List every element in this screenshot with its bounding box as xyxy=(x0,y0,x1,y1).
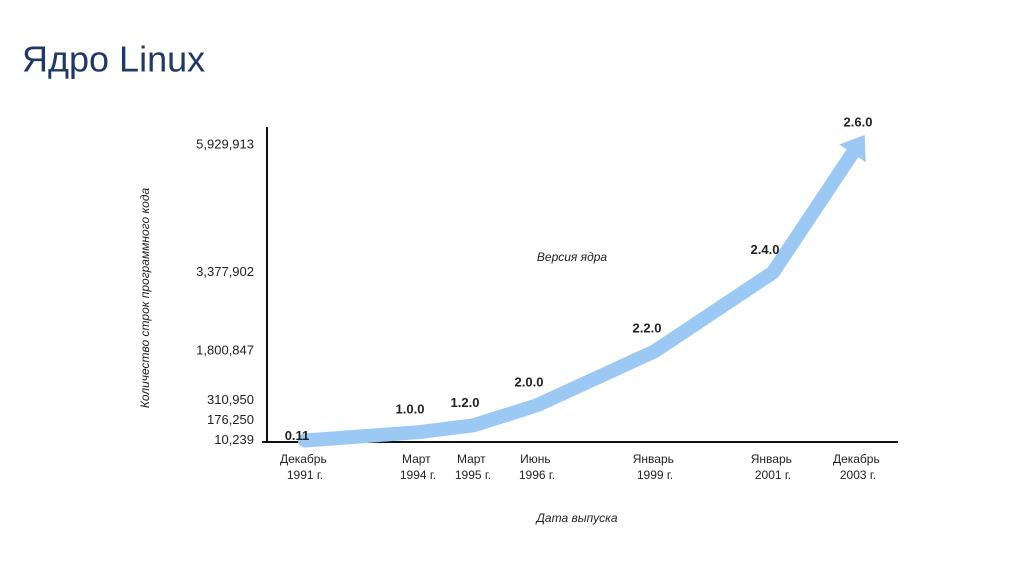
x-tick-label: Март 1994 г. xyxy=(400,452,436,482)
version-label: 2.6.0 xyxy=(844,114,873,129)
y-tick-label: 176,250 xyxy=(207,412,254,427)
x-tick-line: 1991 г. xyxy=(287,468,323,482)
version-label: 2.2.0 xyxy=(633,321,662,336)
slide-title: Ядро Linux xyxy=(22,39,205,80)
y-tick-label: 1,800,847 xyxy=(196,343,254,358)
version-label: 2.0.0 xyxy=(515,375,544,390)
x-tick-line: 2001 г. xyxy=(755,468,791,482)
x-tick-line: Январь xyxy=(633,452,677,466)
x-tick-line: 1999 г. xyxy=(637,468,673,482)
growth-arrow xyxy=(298,138,865,448)
x-tick-line: Июнь xyxy=(520,452,554,466)
x-tick-line: 1996 г. xyxy=(519,468,555,482)
x-tick-label: Декабрь 1991 г. xyxy=(280,452,330,482)
y-tick-label: 5,929,913 xyxy=(196,136,254,151)
x-tick-line: Январь xyxy=(751,452,795,466)
x-tick-label: Июнь 1996 г. xyxy=(519,452,555,482)
version-label: 1.2.0 xyxy=(451,395,480,410)
x-tick-label: Декабрь 2003 г. xyxy=(833,452,883,482)
x-axis-title: Дата выпуска xyxy=(534,511,617,525)
x-tick-line: Март xyxy=(402,452,434,466)
version-label: 0.11 xyxy=(285,428,310,443)
x-tick-line: 2003 г. xyxy=(840,468,876,482)
x-tick-line: Декабрь xyxy=(280,452,330,466)
arrow-head xyxy=(839,135,866,163)
y-tick-label: 3,377,902 xyxy=(196,264,254,279)
x-tick-label: Январь 2001 г. xyxy=(751,452,795,482)
y-axis-title: Количество строк программного кода xyxy=(138,188,152,409)
x-tick-label: Март 1995 г. xyxy=(455,452,491,482)
x-tick-line: 1995 г. xyxy=(455,468,491,482)
y-tick-label: 10,239 xyxy=(214,432,254,447)
x-tick-line: 1994 г. xyxy=(400,468,436,482)
version-label: 1.0.0 xyxy=(396,402,425,417)
y-tick-label: 310,950 xyxy=(207,392,254,407)
x-tick-line: Декабрь xyxy=(833,452,883,466)
annotation: Версия ядра xyxy=(537,250,607,264)
x-tick-label: Январь 1999 г. xyxy=(633,452,677,482)
version-label: 2.4.0 xyxy=(751,242,780,257)
x-tick-line: Март xyxy=(457,452,489,466)
